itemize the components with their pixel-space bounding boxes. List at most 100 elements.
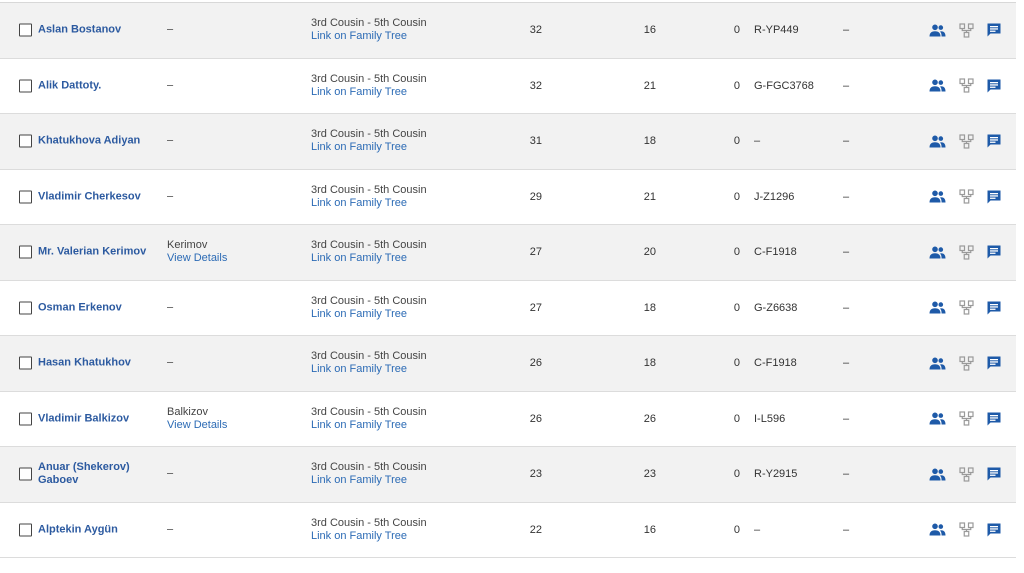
count-2: 18 — [643, 357, 656, 370]
relationship-range: 3rd Cousin - 5th Cousin — [311, 461, 427, 474]
match-name-link[interactable]: Alik Dattoty. — [38, 79, 102, 92]
people-icon[interactable] — [928, 132, 946, 150]
tree-icon[interactable] — [957, 21, 975, 39]
relationship-cell: 3rd Cousin - 5th Cousin Link on Family T… — [311, 350, 427, 376]
table-row: Aslan Bostanov – 3rd Cousin - 5th Cousin… — [0, 3, 1016, 59]
people-icon[interactable] — [928, 299, 946, 317]
managed-by-empty: – — [167, 467, 174, 480]
match-name-link[interactable]: Alptekin Aygün — [38, 523, 118, 536]
link-on-family-tree[interactable]: Link on Family Tree — [311, 307, 407, 320]
tree-icon[interactable] — [957, 410, 975, 428]
tree-icon[interactable] — [957, 188, 975, 206]
tree-icon[interactable] — [957, 77, 975, 95]
link-on-family-tree[interactable]: Link on Family Tree — [311, 474, 407, 487]
extra-cell: – — [843, 468, 850, 481]
message-icon[interactable] — [985, 77, 1003, 95]
relationship-cell: 3rd Cousin - 5th Cousin Link on Family T… — [311, 295, 427, 321]
message-icon[interactable] — [985, 521, 1003, 539]
row-checkbox[interactable] — [19, 134, 32, 148]
table-row: Hasan Khatukhov – 3rd Cousin - 5th Cousi… — [0, 336, 1016, 392]
people-icon[interactable] — [928, 77, 946, 95]
match-name-link[interactable]: Aslan Bostanov — [38, 23, 122, 36]
table-row: Anuar (Shekerov) Gaboev – 3rd Cousin - 5… — [0, 447, 1016, 503]
link-on-family-tree[interactable]: Link on Family Tree — [311, 252, 407, 265]
message-icon[interactable] — [985, 132, 1003, 150]
managed-by-cell: – — [167, 357, 173, 370]
people-icon[interactable] — [928, 521, 946, 539]
row-checkbox[interactable] — [19, 190, 32, 204]
message-icon[interactable] — [985, 354, 1003, 372]
people-icon[interactable] — [928, 410, 946, 428]
count-3: 0 — [733, 24, 740, 37]
count-1: 22 — [529, 523, 542, 536]
count-2: 23 — [643, 468, 656, 481]
managed-by-cell: – — [167, 24, 173, 37]
table-row: Osman Erkenov – 3rd Cousin - 5th Cousin … — [0, 280, 1016, 336]
tree-icon[interactable] — [957, 465, 975, 483]
haplogroup: G-Z6638 — [754, 301, 798, 314]
message-icon[interactable] — [985, 299, 1003, 317]
match-name-link[interactable]: Hasan Khatukhov — [38, 356, 131, 369]
managed-by-cell: Kerimov View Details — [167, 239, 227, 265]
tree-icon[interactable] — [957, 354, 975, 372]
message-icon[interactable] — [985, 243, 1003, 261]
message-icon[interactable] — [985, 410, 1003, 428]
link-on-family-tree[interactable]: Link on Family Tree — [311, 363, 407, 376]
count-3: 0 — [733, 357, 740, 370]
link-on-family-tree[interactable]: Link on Family Tree — [311, 85, 407, 98]
link-on-family-tree[interactable]: Link on Family Tree — [311, 529, 407, 542]
match-name-link[interactable]: Vladimir Cherkesov — [38, 190, 141, 203]
match-name-link[interactable]: Khatukhova Adiyan — [38, 134, 141, 147]
count-3: 0 — [733, 412, 740, 425]
people-icon[interactable] — [928, 188, 946, 206]
extra-cell: – — [843, 301, 850, 314]
tree-icon[interactable] — [957, 299, 975, 317]
tree-icon[interactable] — [957, 132, 975, 150]
link-on-family-tree[interactable]: Link on Family Tree — [311, 30, 407, 43]
row-checkbox[interactable] — [19, 412, 32, 426]
message-icon[interactable] — [985, 465, 1003, 483]
haplogroup: J-Z1296 — [754, 190, 795, 203]
table-row: Vladimir Cherkesov – 3rd Cousin - 5th Co… — [0, 169, 1016, 225]
message-icon[interactable] — [985, 188, 1003, 206]
tree-icon[interactable] — [957, 521, 975, 539]
people-icon[interactable] — [928, 465, 946, 483]
link-on-family-tree[interactable]: Link on Family Tree — [311, 196, 407, 209]
row-checkbox[interactable] — [19, 356, 32, 370]
scrollbar[interactable] — [1018, 0, 1024, 573]
haplogroup: C-F1918 — [754, 246, 797, 259]
relationship-range: 3rd Cousin - 5th Cousin — [311, 350, 427, 363]
tree-icon[interactable] — [957, 243, 975, 261]
count-1: 29 — [529, 190, 542, 203]
match-name-link[interactable]: Anuar (Shekerov) Gaboev — [38, 461, 130, 487]
match-name-link[interactable]: Osman Erkenov — [38, 301, 122, 314]
link-on-family-tree[interactable]: Link on Family Tree — [311, 418, 407, 431]
people-icon[interactable] — [928, 243, 946, 261]
view-details-link[interactable]: View Details — [167, 418, 228, 431]
match-name-link[interactable]: Vladimir Balkizov — [38, 412, 130, 425]
managed-by-cell: – — [167, 523, 173, 536]
count-3: 0 — [733, 190, 740, 203]
row-checkbox[interactable] — [19, 523, 32, 537]
table-row: Vladimir Balkizov Balkizov View Details … — [0, 391, 1016, 447]
row-checkbox[interactable] — [19, 23, 32, 37]
row-checkbox[interactable] — [19, 467, 32, 481]
managed-by-empty: – — [167, 356, 174, 369]
managed-by-empty: – — [167, 523, 174, 536]
match-name-link[interactable]: Mr. Valerian Kerimov — [38, 245, 147, 258]
extra-cell: – — [843, 79, 850, 92]
link-on-family-tree[interactable]: Link on Family Tree — [311, 141, 407, 154]
extra-cell: – — [843, 357, 850, 370]
people-icon[interactable] — [928, 354, 946, 372]
row-checkbox[interactable] — [19, 301, 32, 315]
row-checkbox[interactable] — [19, 79, 32, 93]
managed-by-cell: Balkizov View Details — [167, 406, 227, 432]
table-row: Mr. Valerian Kerimov Kerimov View Detail… — [0, 225, 1016, 281]
view-details-link[interactable]: View Details — [167, 252, 228, 265]
managed-by-cell: – — [167, 79, 173, 92]
relationship-range: 3rd Cousin - 5th Cousin — [311, 239, 427, 252]
row-checkbox[interactable] — [19, 245, 32, 259]
managed-by-empty: – — [167, 23, 174, 36]
message-icon[interactable] — [985, 21, 1003, 39]
people-icon[interactable] — [928, 21, 946, 39]
